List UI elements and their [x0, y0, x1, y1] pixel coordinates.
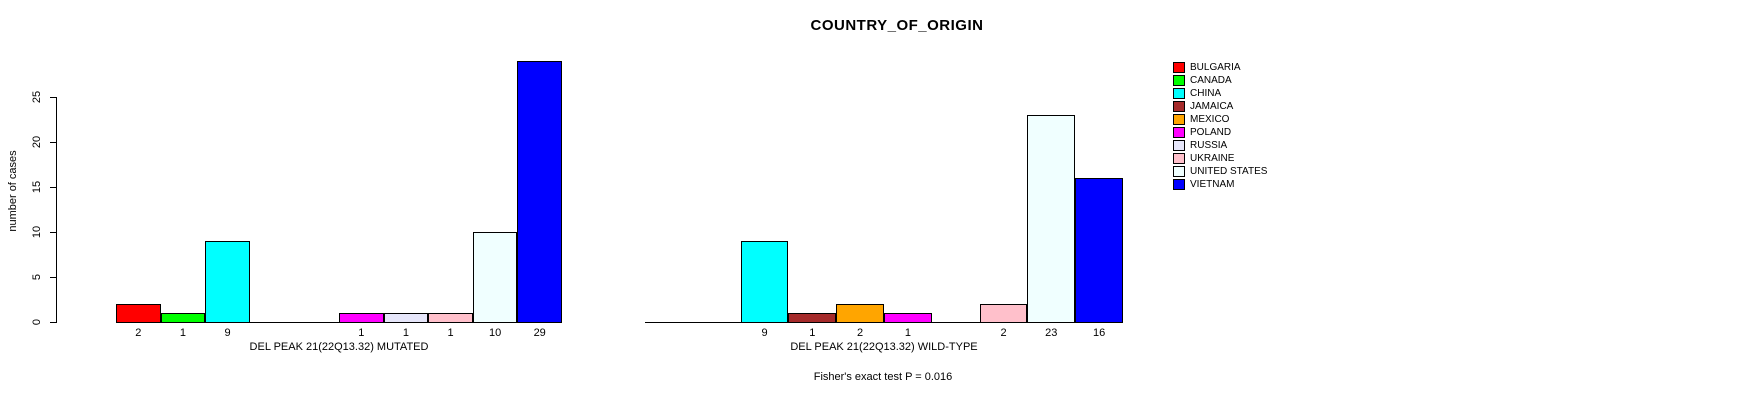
bar-value-label-mutated-canada: 1 — [179, 327, 186, 339]
bulgaria-color-swatch — [1173, 62, 1185, 73]
legend-label-mexico: MEXICO — [1190, 114, 1230, 125]
fisher-test-annotation: Fisher's exact test P = 0.016 — [813, 371, 953, 383]
legend-label-ukraine: UKRAINE — [1190, 153, 1235, 164]
y-axis-tick — [50, 232, 56, 233]
legend-label-vietnam: VIETNAM — [1190, 179, 1235, 190]
legend-label-united-states: UNITED STATES — [1190, 166, 1268, 177]
bar-wild-type-vietnam — [1075, 178, 1123, 323]
x-axis-label-wild-type: DEL PEAK 21(22Q13.32) WILD-TYPE — [790, 341, 978, 353]
y-axis-tick — [50, 322, 56, 323]
x-axis-label-mutated: DEL PEAK 21(22Q13.32) MUTATED — [249, 341, 429, 353]
bar-mutated-bulgaria — [116, 304, 161, 323]
united-states-color-swatch — [1173, 166, 1185, 177]
y-axis-tick-label: 5 — [31, 273, 43, 281]
legend-item-vietnam: VIETNAM — [1173, 178, 1234, 191]
bar-mutated-vietnam — [517, 61, 562, 323]
bar-value-label-wild-type-mexico: 2 — [857, 327, 864, 339]
bar-value-label-wild-type-jamaica: 1 — [809, 327, 816, 339]
legend-label-russia: RUSSIA — [1190, 140, 1228, 151]
y-axis-label: number of cases — [7, 150, 19, 232]
y-axis-tick-label: 15 — [31, 180, 43, 194]
bar-value-label-wild-type-ukraine: 2 — [1000, 327, 1007, 339]
y-axis-line — [56, 97, 57, 323]
bar-value-label-wild-type-vietnam: 16 — [1092, 327, 1106, 339]
y-axis-tick — [50, 187, 56, 188]
legend-item-canada: CANADA — [1173, 74, 1232, 87]
legend-item-ukraine: UKRAINE — [1173, 152, 1234, 165]
ukraine-color-swatch — [1173, 153, 1185, 164]
bar-value-label-wild-type-china: 9 — [761, 327, 768, 339]
china-color-swatch — [1173, 88, 1185, 99]
bar-wild-type-united-states — [1027, 115, 1076, 323]
legend-item-russia: RUSSIA — [1173, 139, 1227, 152]
bar-mutated-united-states — [472, 232, 518, 323]
bar-value-label-mutated-poland: 1 — [358, 327, 365, 339]
bar-value-label-wild-type-united-states: 23 — [1045, 327, 1058, 339]
bar-value-label-mutated-united-states: 10 — [488, 327, 502, 339]
bar-mutated-china — [205, 241, 250, 323]
legend-item-united-states: UNITED STATES — [1173, 165, 1267, 178]
legend-item-mexico: MEXICO — [1173, 113, 1229, 126]
bar-value-label-mutated-russia: 1 — [402, 327, 409, 339]
y-axis-tick-label: 25 — [31, 90, 43, 104]
legend-label-poland: POLAND — [1190, 127, 1232, 138]
legend-item-poland: POLAND — [1173, 126, 1231, 139]
legend-item-china: CHINA — [1173, 87, 1221, 100]
canada-color-swatch — [1173, 75, 1185, 86]
bar-wild-type-china — [740, 241, 789, 323]
bar-wild-type-mexico — [836, 304, 884, 323]
bar-mutated-canada — [160, 313, 206, 323]
jamaica-color-swatch — [1173, 101, 1185, 112]
bar-wild-type-poland — [884, 313, 932, 323]
y-axis-tick — [50, 277, 56, 278]
y-axis-tick-label: 20 — [31, 135, 43, 149]
bar-value-label-wild-type-poland: 1 — [904, 327, 911, 339]
legend-item-jamaica: JAMAICA — [1173, 100, 1233, 113]
bar-mutated-russia — [383, 313, 429, 323]
russia-color-swatch — [1173, 140, 1185, 151]
y-axis-tick — [50, 142, 56, 143]
mexico-color-swatch — [1173, 114, 1185, 125]
bar-mutated-poland — [339, 313, 384, 323]
y-axis-tick-label: 10 — [31, 225, 43, 239]
bar-value-label-mutated-china: 9 — [224, 327, 231, 339]
bar-mutated-ukraine — [428, 313, 473, 323]
y-axis-tick — [50, 97, 56, 98]
bar-wild-type-jamaica — [788, 313, 837, 323]
poland-color-swatch — [1173, 127, 1185, 138]
legend-label-jamaica: JAMAICA — [1190, 101, 1234, 112]
bar-value-label-mutated-ukraine: 1 — [447, 327, 454, 339]
legend-label-canada: CANADA — [1190, 75, 1232, 86]
bar-wild-type-ukraine — [979, 304, 1028, 323]
legend-label-bulgaria: BULGARIA — [1190, 62, 1241, 73]
chart-title: COUNTRY_OF_ORIGIN — [810, 17, 984, 34]
bar-value-label-mutated-bulgaria: 2 — [135, 327, 142, 339]
legend-label-china: CHINA — [1190, 88, 1222, 99]
legend-item-bulgaria: BULGARIA — [1173, 61, 1241, 74]
y-axis-tick-label: 0 — [31, 318, 43, 326]
vietnam-color-swatch — [1173, 179, 1185, 190]
bar-value-label-mutated-vietnam: 29 — [533, 327, 546, 339]
